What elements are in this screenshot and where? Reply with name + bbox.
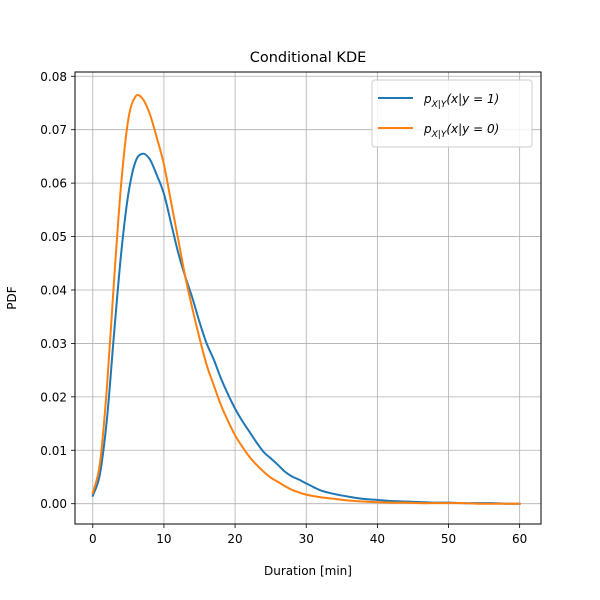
- x-tick-label: 10: [156, 532, 171, 546]
- plot-area-frame: [74, 71, 542, 525]
- series-layer: [91, 94, 521, 505]
- legend-label-series-2-expression: (x|y = 0): [446, 122, 499, 136]
- legend-box: [371, 79, 533, 148]
- grid-layer: [75, 72, 541, 524]
- legend-label-series-2: pX|Y(x|y = 0): [423, 122, 499, 140]
- y-tick-label: 0.08: [40, 70, 67, 84]
- legend-label-series-1: pX|Y(x|y = 1): [423, 92, 499, 110]
- x-tick-label: 60: [512, 532, 527, 546]
- legend-label-series-1-main: p: [423, 92, 432, 106]
- legend-label-series-2-main: p: [423, 122, 432, 136]
- series-line-1: [91, 152, 521, 505]
- x-tick-label: 40: [370, 532, 385, 546]
- y-tick-label: 0.06: [40, 177, 67, 191]
- chart-title: Conditional KDE: [250, 50, 367, 66]
- x-axis-ticks: 0 10 20 30 40 50 60: [89, 524, 527, 546]
- x-tick-label: 50: [441, 532, 456, 546]
- x-axis-title: Duration [min]: [264, 564, 352, 578]
- legend-label-series-2-subscript: X|Y: [431, 130, 448, 140]
- legend-label-series-1-expression: (x|y = 1): [446, 92, 499, 106]
- legend-label-series-1-subscript: X|Y: [431, 100, 448, 110]
- y-tick-label: 0.07: [40, 123, 67, 137]
- y-axis-title: PDF: [5, 286, 19, 309]
- x-tick-label: 30: [299, 532, 314, 546]
- x-tick-label: 0: [89, 532, 97, 546]
- y-tick-label: 0.03: [40, 337, 67, 351]
- series-line-2: [91, 94, 521, 505]
- y-tick-label: 0.01: [40, 444, 67, 458]
- x-tick-label: 20: [227, 532, 242, 546]
- y-tick-label: 0.05: [40, 230, 67, 244]
- y-tick-label: 0.00: [40, 497, 67, 511]
- y-tick-label: 0.04: [40, 283, 67, 297]
- y-tick-label: 0.02: [40, 390, 67, 404]
- legend: pX|Y(x|y = 1) pX|Y(x|y = 0): [371, 79, 533, 148]
- y-axis-ticks: 0.00 0.01 0.02 0.03 0.04 0.05 0.06 0.07 0.08: [40, 70, 75, 511]
